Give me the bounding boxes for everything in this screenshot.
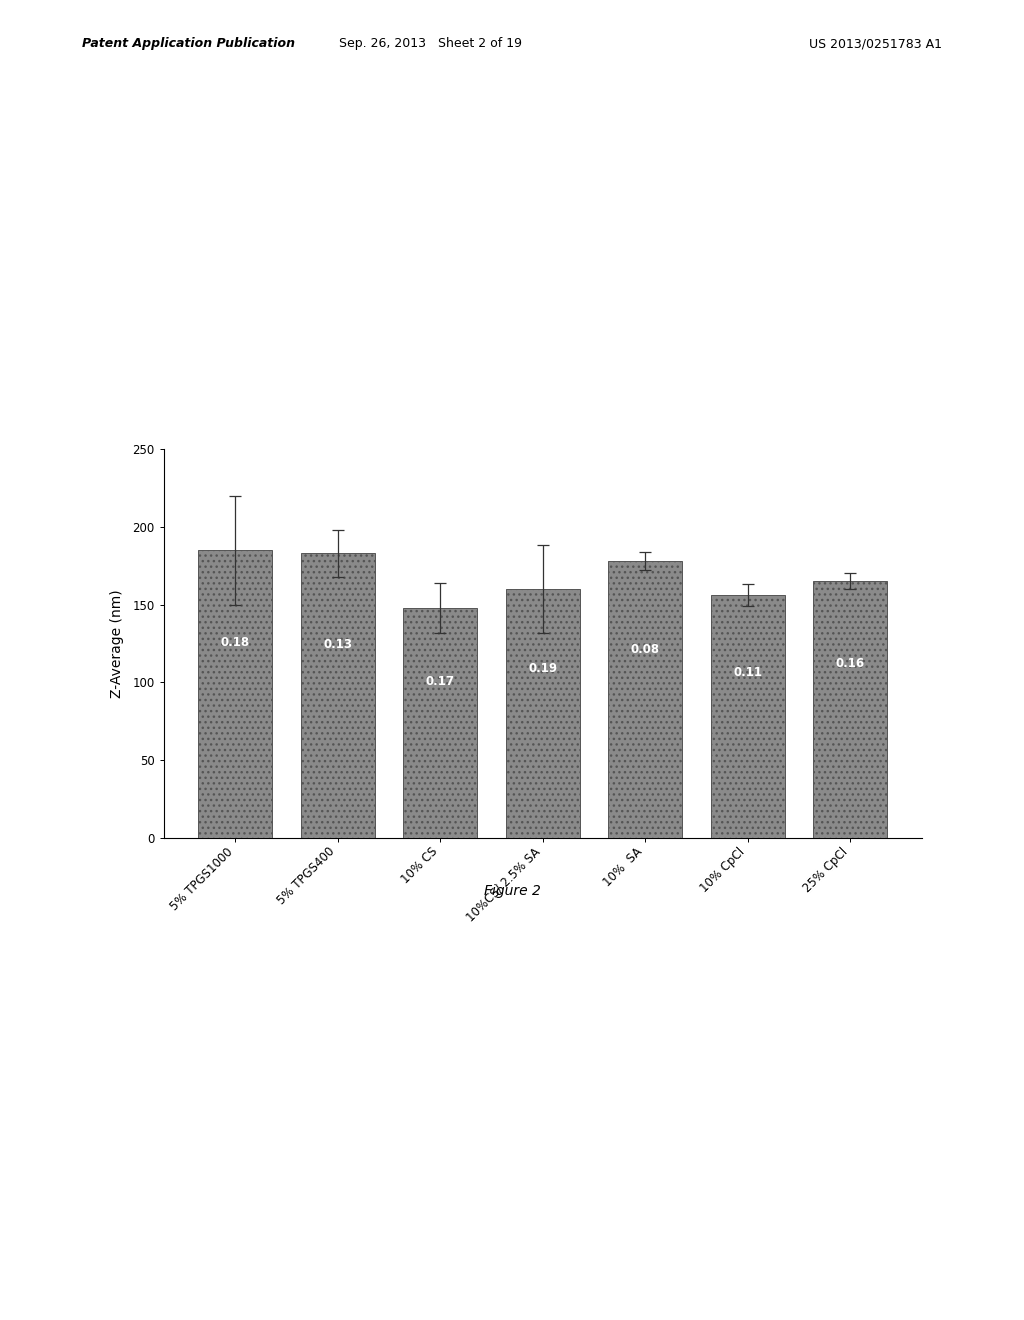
Text: 0.11: 0.11 — [733, 667, 762, 680]
Text: Sep. 26, 2013   Sheet 2 of 19: Sep. 26, 2013 Sheet 2 of 19 — [339, 37, 521, 50]
Bar — [301, 553, 375, 838]
Bar — [403, 607, 477, 838]
Bar — [711, 595, 784, 838]
Bar — [813, 581, 887, 838]
Bar — [608, 561, 682, 838]
Text: Patent Application Publication: Patent Application Publication — [82, 37, 295, 50]
Y-axis label: Z-Average (nm): Z-Average (nm) — [111, 589, 124, 698]
Text: 0.19: 0.19 — [528, 663, 557, 676]
Text: Figure 2: Figure 2 — [483, 884, 541, 899]
Bar — [199, 550, 272, 838]
Text: 0.18: 0.18 — [220, 636, 250, 648]
Bar — [506, 589, 580, 838]
Text: 0.13: 0.13 — [324, 638, 352, 651]
Text: US 2013/0251783 A1: US 2013/0251783 A1 — [809, 37, 942, 50]
Text: 0.08: 0.08 — [631, 643, 659, 656]
Text: 0.16: 0.16 — [836, 657, 865, 671]
Text: 0.17: 0.17 — [426, 675, 455, 688]
